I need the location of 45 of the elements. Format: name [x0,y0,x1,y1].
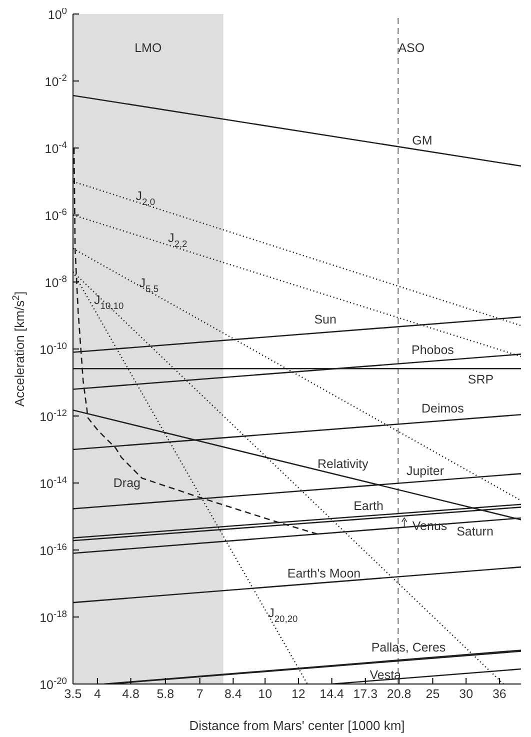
ref-line-label: ASO [398,41,425,55]
y-tick-label: 10$^{-14}$ [40,475,67,491]
y-tick-label: 10$^{-20}$ [40,676,67,692]
x-tick-label: 3.5 [64,687,82,701]
series-label: Vesta [370,668,402,682]
x-tick-label: 5.8 [156,687,174,701]
series-label: J$_{20,20}$ [268,606,298,624]
x-tick-label: 10 [258,687,272,701]
x-tick-label: 4 [94,687,101,701]
x-tick-label: 12 [291,687,306,701]
x-tick-label: 20.8 [386,687,412,701]
series-label: Relativity [318,457,369,472]
x-tick-label: 17.3 [353,687,378,701]
series-label: J$_{5,5}$ [139,276,159,294]
series-label: Sun [314,312,336,326]
series-label: J$_{10,10}$ [94,292,124,311]
series-label: Earth's Moon [287,566,361,581]
x-tick-label: 14.4 [320,687,344,701]
series-label: Saturn [456,524,494,539]
y-tick-label: 10$^{-2}$ [44,73,67,89]
series-label: Deimos [422,402,464,416]
series-label: GM [412,133,432,148]
series-label: Jupiter [406,464,444,478]
y-tick-label: 10$^{-6}$ [44,207,67,223]
band-label: LMO [134,41,162,55]
x-tick-label: 4.8 [122,687,140,701]
x-axis-title: Distance from Mars' center [1000 km] [189,718,405,733]
y-tick-label: 10$^{-4}$ [44,140,67,156]
series-label: J$_{2,2}$ [168,231,188,250]
series-label: SRP [468,372,494,387]
y-tick-label: 10$^{-18}$ [40,609,67,625]
x-tick-label: 36 [492,687,506,701]
y-tick-label: 10$^{-12}$ [40,408,67,424]
x-tick-label: 25 [426,687,440,701]
x-tick-label: 7 [196,687,204,701]
x-tick-label: 8.4 [224,687,242,701]
series-label: Phobos [412,343,454,358]
series-label: Earth [354,498,384,513]
y-tick-label: 10$^{-10}$ [40,341,67,357]
series-label: Pallas, Ceres [371,640,446,654]
series-label: Drag [113,476,141,490]
y-tick-label: 10$^{-8}$ [44,274,67,290]
series-label: J$_{2,0}$ [136,188,156,207]
y-tick-label: 10$^{-16}$ [40,542,67,558]
x-tick-label: 30 [459,687,474,701]
